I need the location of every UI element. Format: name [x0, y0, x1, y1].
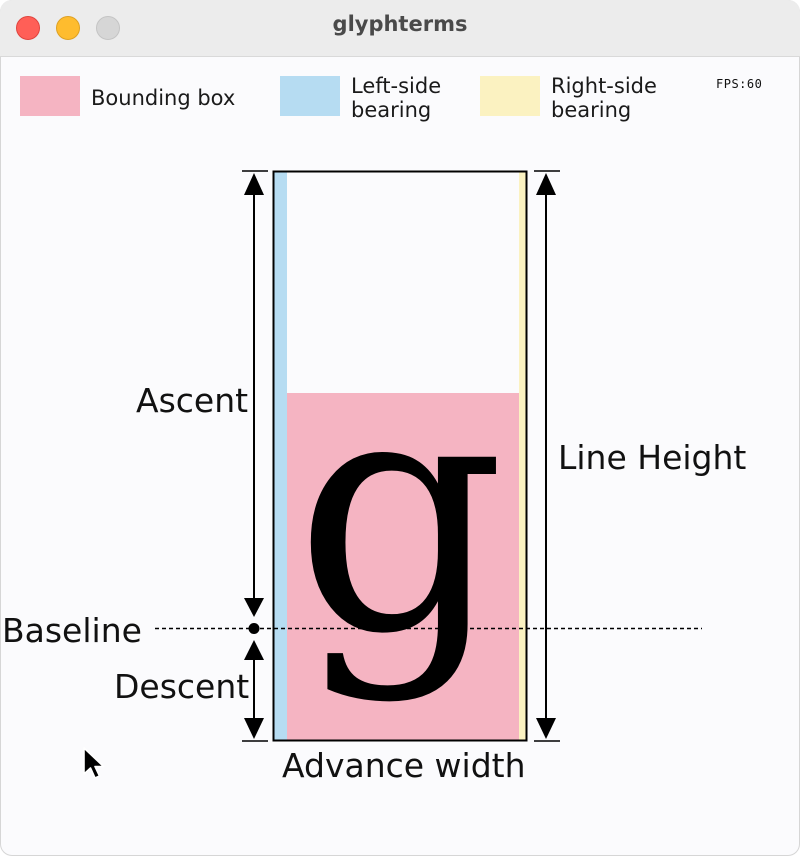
right-side-bearing-region	[519, 172, 526, 740]
bounding-box-region	[287, 393, 519, 740]
line-height-top-arrow	[536, 173, 556, 195]
legend-label-left-side-bearing: Left-side bearing	[351, 74, 442, 122]
advance-width-label: Advance width	[282, 746, 526, 785]
line-height-dimension	[534, 170, 560, 742]
descent-top-arrow	[244, 640, 264, 660]
title-bar: glyphterms	[0, 0, 800, 57]
fps-counter: FPS:60	[716, 77, 763, 91]
minimize-window-button[interactable]	[56, 16, 80, 40]
line-height-bottom-arrow	[536, 718, 556, 739]
glyph-character: g	[294, 322, 505, 706]
legend-swatch-left-side-bearing	[280, 76, 340, 116]
ascent-label: Ascent	[136, 381, 249, 420]
legend-swatch-right-side-bearing	[480, 76, 540, 116]
mouse-cursor-icon	[83, 747, 105, 779]
close-window-button[interactable]	[16, 16, 40, 40]
descent-label: Descent	[114, 667, 250, 706]
ascent-descent-dimension	[242, 170, 268, 742]
legend-label-bounding-box: Bounding box	[91, 86, 236, 110]
ascent-bottom-arrow	[244, 598, 264, 617]
line-height-label: Line Height	[558, 438, 747, 477]
advance-box	[272, 170, 528, 742]
descent-bottom-arrow	[244, 718, 264, 739]
window-title: glyphterms	[332, 12, 468, 36]
legend-label-right-side-bearing: Right-side bearing	[551, 74, 657, 122]
left-side-bearing-region	[274, 172, 287, 740]
legend-swatch-bounding-box	[20, 76, 80, 116]
baseline-origin-point	[248, 623, 260, 634]
baseline-label: Baseline	[2, 611, 142, 650]
zoom-window-button[interactable]	[96, 16, 120, 40]
ascent-top-arrow	[244, 173, 264, 195]
